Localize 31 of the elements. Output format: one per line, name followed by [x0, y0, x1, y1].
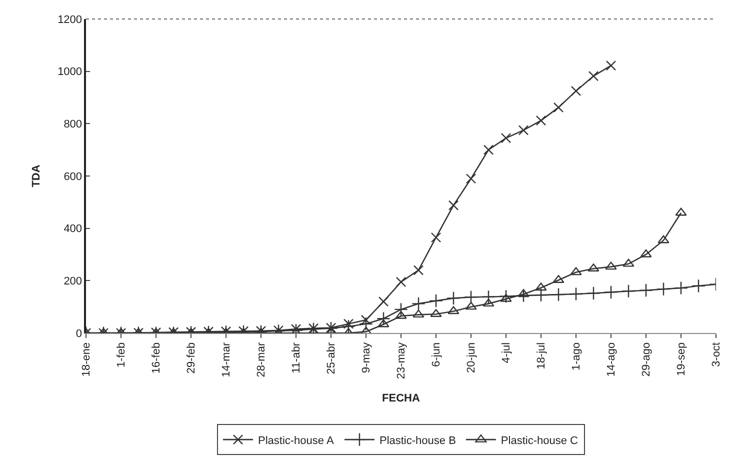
x-tick-label: 1-ago — [570, 342, 583, 371]
y-tick-label: 1200 — [58, 14, 82, 26]
legend-label: Plastic-house C — [500, 434, 578, 447]
x-tick-label: 6-jun — [430, 342, 443, 367]
x-tick-label: 23-may — [396, 342, 408, 380]
x-tick-label: 29-ago — [640, 342, 653, 377]
y-tick-label: 800 — [64, 118, 82, 131]
x-tick-label: 11-abr — [290, 342, 303, 374]
y-tick-label: 0 — [76, 328, 82, 340]
x-axis-title: FECHA — [382, 392, 420, 404]
x-tick-label: 18-ene — [80, 342, 93, 377]
x-tick-label: 14-mar — [220, 342, 233, 378]
x-tick-label: 9-may — [360, 342, 373, 373]
x-tick-label: 16-feb — [150, 342, 163, 374]
y-tick-label: 600 — [64, 170, 82, 183]
y-tick-label: 200 — [64, 276, 82, 288]
y-axis-title: TDA — [30, 164, 43, 188]
x-tick-label: 18-jul — [536, 342, 548, 370]
x-tick-label: 29-feb — [186, 342, 198, 374]
x-tick-label: 19-sep — [676, 342, 688, 376]
legend-label: Plastic-house A — [258, 434, 334, 447]
y-tick-label: 1000 — [58, 66, 82, 78]
x-tick-label: 20-jun — [466, 342, 478, 373]
y-tick-label: 400 — [64, 223, 82, 236]
legend-label: Plastic-house B — [379, 434, 456, 447]
x-tick-label: 25-abr — [326, 342, 338, 374]
x-tick-label: 3-oct — [710, 342, 723, 367]
x-tick-label: 28-mar — [256, 342, 268, 378]
x-tick-label: 1-feb — [116, 342, 128, 368]
x-tick-label: 4-jul — [500, 342, 513, 364]
x-tick-label: 14-ago — [606, 342, 618, 377]
